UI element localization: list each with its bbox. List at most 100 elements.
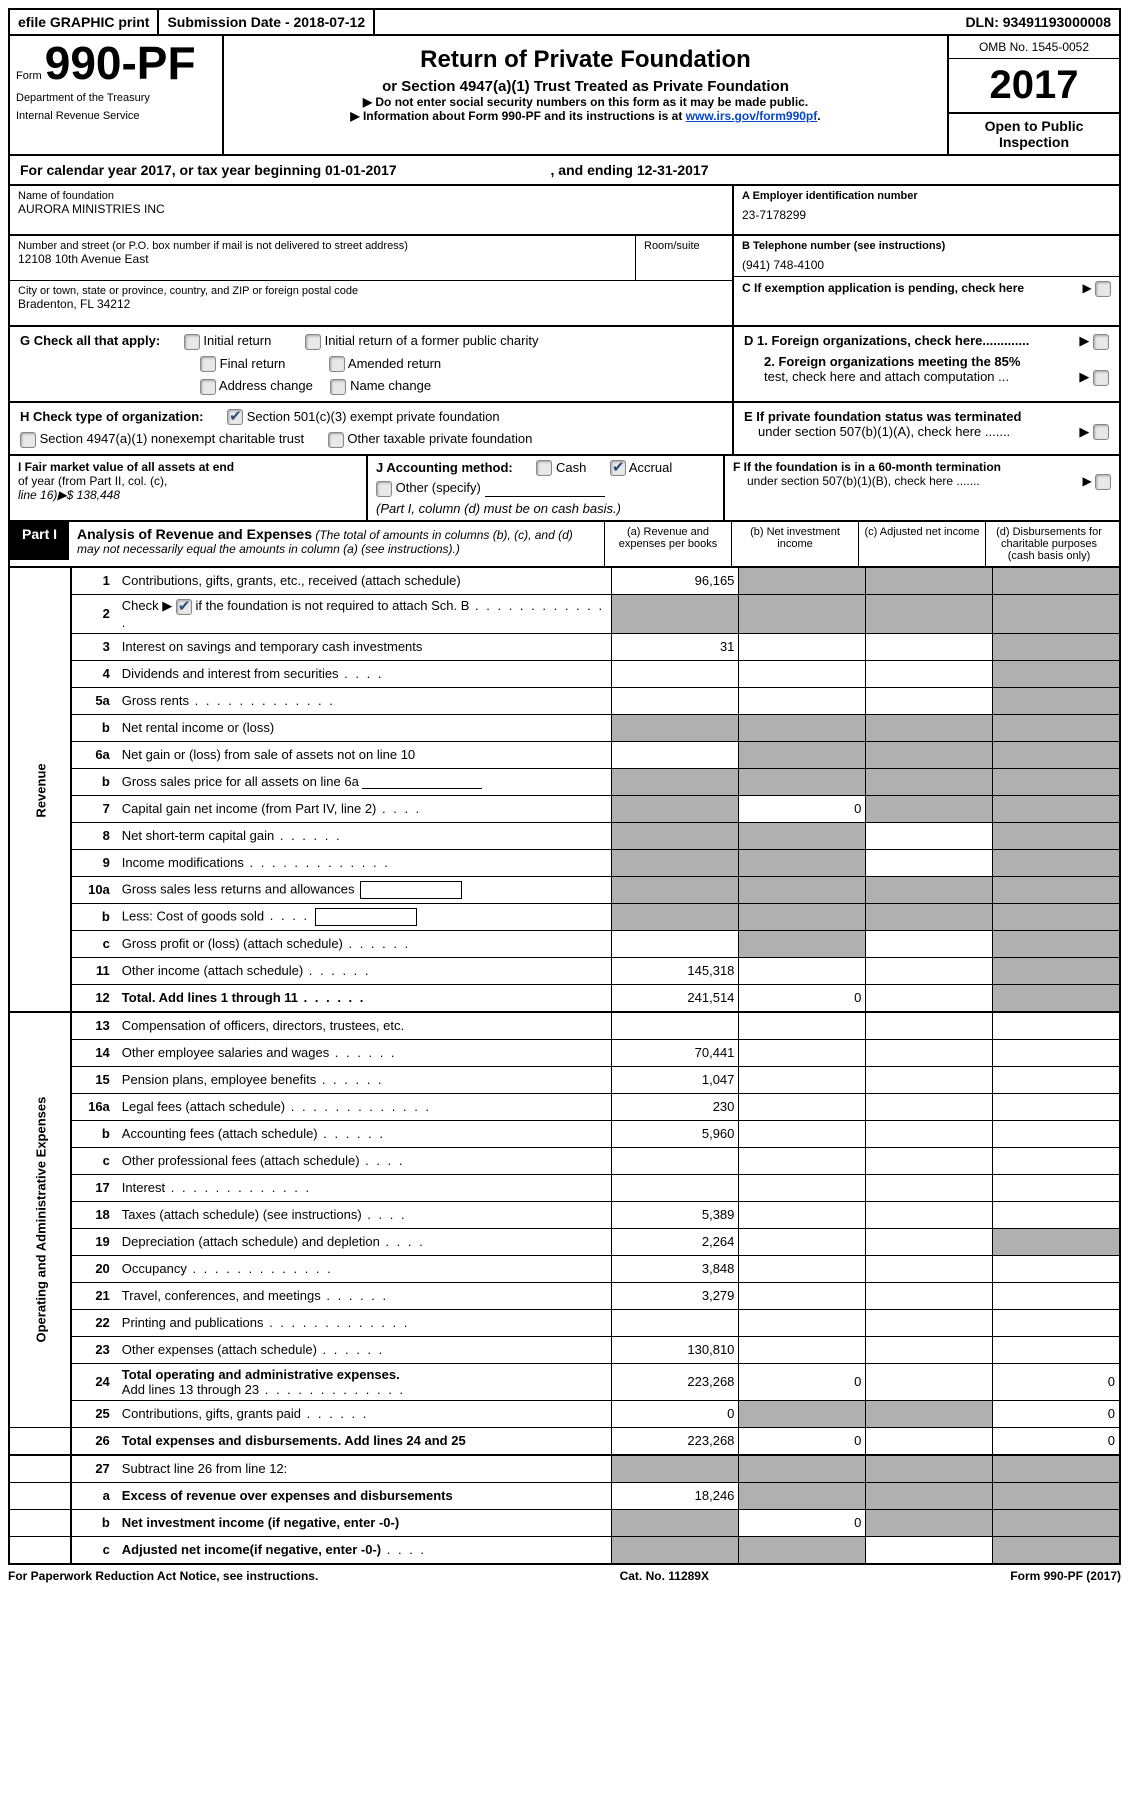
title-main: Return of Private Foundation xyxy=(230,46,941,74)
street-cell: Number and street (or P.O. box number if… xyxy=(10,236,636,280)
g-name-checkbox[interactable] xyxy=(330,379,346,395)
j-accrual-checkbox[interactable] xyxy=(610,460,626,476)
table-row: bGross sales price for all assets on lin… xyxy=(10,768,1119,795)
table-row: 14Other employee salaries and wages70,44… xyxy=(10,1039,1119,1066)
table-row: bLess: Cost of goods sold xyxy=(10,903,1119,930)
table-row: 20Occupancy3,848 xyxy=(10,1255,1119,1282)
table-row: 21Travel, conferences, and meetings3,279 xyxy=(10,1282,1119,1309)
info-block-1: Name of foundation AURORA MINISTRIES INC… xyxy=(10,186,1119,236)
table-row: 17Interest xyxy=(10,1174,1119,1201)
h-e-row: H Check type of organization: Section 50… xyxy=(10,403,1119,456)
header-row: Form 990-PF Department of the Treasury I… xyxy=(10,36,1119,156)
ein-cell: A Employer identification number 23-7178… xyxy=(734,186,1119,226)
expenses-vert-label: Operating and Administrative Expenses xyxy=(10,1012,71,1428)
paperwork-notice: For Paperwork Reduction Act Notice, see … xyxy=(8,1569,318,1583)
g-initial-checkbox[interactable] xyxy=(184,334,200,350)
year-box: OMB No. 1545-0052 2017 Open to Public In… xyxy=(949,36,1119,154)
d2-checkbox[interactable] xyxy=(1093,370,1109,386)
f-checkbox[interactable] xyxy=(1095,474,1111,490)
top-bar: efile GRAPHIC print Submission Date - 20… xyxy=(8,8,1121,36)
schb-checkbox[interactable] xyxy=(176,599,192,615)
table-row: 5aGross rents xyxy=(10,687,1119,714)
form-frame: Form 990-PF Department of the Treasury I… xyxy=(8,36,1121,1565)
table-row: 6aNet gain or (loss) from sale of assets… xyxy=(10,741,1119,768)
table-row: 3Interest on savings and temporary cash … xyxy=(10,633,1119,660)
g-final-checkbox[interactable] xyxy=(200,356,216,372)
i-j-f-row: I Fair market value of all assets at end… xyxy=(10,456,1119,522)
cat-number: Cat. No. 11289X xyxy=(620,1569,709,1583)
e-checkbox[interactable] xyxy=(1093,424,1109,440)
table-row: 18Taxes (attach schedule) (see instructi… xyxy=(10,1201,1119,1228)
table-row: bNet investment income (if negative, ent… xyxy=(10,1509,1119,1536)
table-row: bNet rental income or (loss) xyxy=(10,714,1119,741)
d1-checkbox[interactable] xyxy=(1093,334,1109,350)
table-row: 12Total. Add lines 1 through 11241,5140 xyxy=(10,984,1119,1012)
part-title: Analysis of Revenue and Expenses (The to… xyxy=(69,522,604,560)
col-c-head: (c) Adjusted net income xyxy=(859,522,986,566)
table-row: 26Total expenses and disbursements. Add … xyxy=(10,1427,1119,1455)
dln: DLN: 93491193000008 xyxy=(957,10,1119,34)
part-badge: Part I xyxy=(10,522,69,560)
table-row: 8Net short-term capital gain xyxy=(10,822,1119,849)
table-row: 11Other income (attach schedule)145,318 xyxy=(10,957,1119,984)
c-pending-cell: C If exemption application is pending, c… xyxy=(734,277,1119,299)
table-row: 23Other expenses (attach schedule)130,81… xyxy=(10,1336,1119,1363)
open-inspection: Open to Public Inspection xyxy=(949,114,1119,154)
form-number-box: Form 990-PF Department of the Treasury I… xyxy=(10,36,224,154)
e-section: E If private foundation status was termi… xyxy=(734,403,1119,445)
col-b-head: (b) Net investment income xyxy=(732,522,859,566)
col-d-head: (d) Disbursements for charitable purpose… xyxy=(986,522,1112,566)
table-row: Operating and Administrative Expenses 13… xyxy=(10,1012,1119,1040)
table-row: cAdjusted net income(if negative, enter … xyxy=(10,1536,1119,1563)
form-prefix: Form xyxy=(16,70,42,82)
h-501c3-checkbox[interactable] xyxy=(227,409,243,425)
h-4947-checkbox[interactable] xyxy=(20,432,36,448)
table-row: 10aGross sales less returns and allowanc… xyxy=(10,876,1119,903)
table-row: 7Capital gain net income (from Part IV, … xyxy=(10,795,1119,822)
g-initial-former-checkbox[interactable] xyxy=(305,334,321,350)
d-section: D 1. Foreign organizations, check here..… xyxy=(734,327,1119,390)
foundation-name-cell: Name of foundation AURORA MINISTRIES INC xyxy=(10,186,732,234)
table-row: 19Depreciation (attach schedule) and dep… xyxy=(10,1228,1119,1255)
h-other-checkbox[interactable] xyxy=(328,432,344,448)
j-other-checkbox[interactable] xyxy=(376,481,392,497)
irs: Internal Revenue Service xyxy=(16,110,216,122)
efile-print[interactable]: efile GRAPHIC print xyxy=(10,10,159,34)
j-section: J Accounting method: Cash Accrual Other … xyxy=(368,456,725,520)
c-checkbox[interactable] xyxy=(1095,281,1111,297)
form-ref: Form 990-PF (2017) xyxy=(1010,1569,1121,1583)
table-row: 9Income modifications xyxy=(10,849,1119,876)
info-link[interactable]: www.irs.gov/form990pf xyxy=(686,109,818,123)
title-box: Return of Private Foundation or Section … xyxy=(224,36,949,154)
g-d-row: G Check all that apply: Initial return I… xyxy=(10,327,1119,403)
room-cell: Room/suite xyxy=(636,236,732,280)
f-section: F If the foundation is in a 60-month ter… xyxy=(725,456,1119,520)
table-row: cGross profit or (loss) (attach schedule… xyxy=(10,930,1119,957)
info-note: ▶ Information about Form 990-PF and its … xyxy=(230,109,941,123)
part-1-header: Part I Analysis of Revenue and Expenses … xyxy=(10,522,1119,568)
omb-number: OMB No. 1545-0052 xyxy=(949,36,1119,59)
g-address-checkbox[interactable] xyxy=(200,379,216,395)
calendar-year-row: For calendar year 2017, or tax year begi… xyxy=(10,156,1119,186)
info-block-2: Number and street (or P.O. box number if… xyxy=(10,236,1119,327)
subtitle: or Section 4947(a)(1) Trust Treated as P… xyxy=(230,78,941,95)
table-row: 22Printing and publications xyxy=(10,1309,1119,1336)
table-row: 27Subtract line 26 from line 12: xyxy=(10,1455,1119,1483)
j-cash-checkbox[interactable] xyxy=(536,460,552,476)
h-section: H Check type of organization: Section 50… xyxy=(10,403,732,454)
table-row: 25Contributions, gifts, grants paid00 xyxy=(10,1400,1119,1427)
g-amended-checkbox[interactable] xyxy=(329,356,345,372)
revenue-table: Revenue 1 Contributions, gifts, grants, … xyxy=(10,568,1119,1563)
table-row: bAccounting fees (attach schedule)5,960 xyxy=(10,1120,1119,1147)
ssn-note: ▶ Do not enter social security numbers o… xyxy=(230,95,941,109)
g-section: G Check all that apply: Initial return I… xyxy=(10,327,732,401)
table-row: 15Pension plans, employee benefits1,047 xyxy=(10,1066,1119,1093)
table-row: 2 Check ▶ if the foundation is not requi… xyxy=(10,594,1119,633)
phone-cell: B Telephone number (see instructions) (9… xyxy=(734,236,1119,277)
city-cell: City or town, state or province, country… xyxy=(10,281,732,325)
col-a-head: (a) Revenue and expenses per books xyxy=(605,522,732,566)
i-section: I Fair market value of all assets at end… xyxy=(10,456,368,520)
footer: For Paperwork Reduction Act Notice, see … xyxy=(8,1565,1121,1587)
table-row: Revenue 1 Contributions, gifts, grants, … xyxy=(10,568,1119,595)
table-row: 16aLegal fees (attach schedule)230 xyxy=(10,1093,1119,1120)
